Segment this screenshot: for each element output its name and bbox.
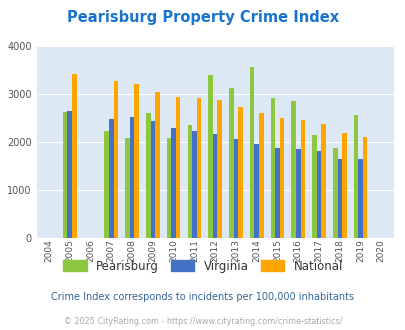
Bar — [233, 139, 238, 238]
Bar — [291, 101, 295, 238]
Bar — [332, 148, 337, 238]
Bar — [175, 97, 180, 238]
Bar — [358, 159, 362, 238]
Bar — [275, 148, 279, 238]
Bar — [113, 81, 118, 238]
Bar — [134, 83, 139, 238]
Bar — [212, 134, 217, 238]
Bar — [150, 121, 155, 238]
Bar — [270, 98, 275, 238]
Bar — [311, 135, 316, 238]
Bar — [254, 144, 258, 238]
Text: © 2025 CityRating.com - https://www.cityrating.com/crime-statistics/: © 2025 CityRating.com - https://www.city… — [64, 317, 341, 326]
Bar — [146, 113, 150, 238]
Bar — [353, 115, 358, 238]
Bar — [196, 98, 201, 238]
Text: Crime Index corresponds to incidents per 100,000 inhabitants: Crime Index corresponds to incidents per… — [51, 292, 354, 302]
Bar — [187, 125, 192, 238]
Bar — [362, 137, 367, 238]
Bar — [109, 119, 113, 238]
Bar — [337, 159, 341, 238]
Bar — [228, 88, 233, 238]
Bar — [125, 138, 130, 238]
Bar — [72, 74, 77, 238]
Bar — [171, 128, 175, 238]
Bar — [67, 111, 72, 238]
Text: Pearisburg Property Crime Index: Pearisburg Property Crime Index — [67, 10, 338, 25]
Bar — [258, 113, 263, 238]
Bar — [279, 118, 283, 238]
Bar — [166, 138, 171, 238]
Bar — [155, 92, 159, 238]
Legend: Pearisburg, Virginia, National: Pearisburg, Virginia, National — [58, 255, 347, 278]
Bar — [249, 67, 254, 238]
Bar — [238, 108, 242, 238]
Bar — [63, 112, 67, 238]
Bar — [208, 75, 212, 238]
Bar — [316, 151, 320, 238]
Bar — [320, 124, 325, 238]
Bar — [295, 148, 300, 238]
Bar — [104, 131, 109, 238]
Bar — [341, 133, 346, 238]
Bar — [192, 131, 196, 238]
Bar — [217, 100, 222, 238]
Bar — [300, 120, 305, 238]
Bar — [130, 117, 134, 238]
